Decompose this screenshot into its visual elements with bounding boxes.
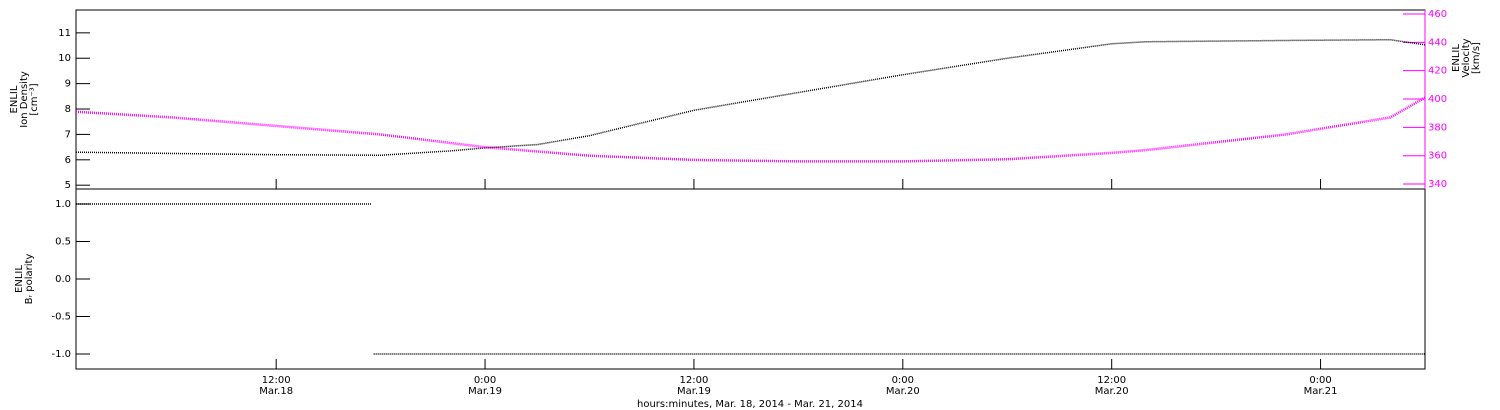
y-tick-label: 7 [65,129,71,140]
x-tick-label: 12:00 [1097,375,1126,386]
y2-tick-label: 420 [1428,66,1447,77]
y-axis-label: ENLIL [14,265,25,293]
y-tick-label: 11 [58,28,71,39]
y-tick-label: 0.5 [55,237,71,248]
y2-tick-label: 440 [1428,37,1447,48]
y-tick-label: 5 [65,180,71,191]
x-tick-date: Mar.18 [259,386,293,397]
y-axis-label: ENLIL [9,85,20,113]
x-axis-label: hours:minutes, Mar. 18, 2014 - Mar. 21, … [637,399,863,410]
x-tick-date: Mar.19 [677,386,711,397]
y-tick-label: 1.0 [55,199,71,210]
x-tick-label: 12:00 [262,375,291,386]
y2-tick-label: 400 [1428,94,1447,105]
x-tick-date: Mar.21 [1304,386,1338,397]
y-axis-label: Ion Density [19,71,30,128]
y-tick-label: 10 [58,53,71,64]
x-tick-date: Mar.20 [1095,386,1129,397]
x-tick-date: Mar.19 [468,386,502,397]
x-tick-label: 0:00 [474,375,496,386]
series-line [76,203,1425,355]
y-tick-label: 8 [65,104,71,115]
y2-tick-label: 460 [1428,9,1447,20]
y-axis-label: Bᵣ polarity [24,254,35,305]
x-tick-label: 0:00 [1309,375,1331,386]
y2-tick-label: 380 [1428,122,1447,133]
y-tick-label: -1.0 [51,349,71,360]
y2-axis-label: ENLIL [1451,44,1462,72]
series-line [75,96,1426,163]
x-tick-label: 12:00 [680,375,709,386]
y-tick-label: -0.5 [51,312,71,323]
y2-axis-label: [km/s] [1471,42,1482,74]
y-axis-label: [cm⁻³] [29,83,40,115]
x-tick-label: 0:00 [892,375,914,386]
y2-tick-label: 340 [1428,179,1447,190]
y2-tick-label: 360 [1428,151,1447,162]
series-line [75,38,1426,156]
y-tick-label: 0.0 [55,274,71,285]
x-tick-date: Mar.20 [886,386,920,397]
y-tick-label: 9 [65,79,71,90]
y2-axis-label: Velocity [1461,38,1472,77]
y-tick-label: 6 [65,155,71,166]
